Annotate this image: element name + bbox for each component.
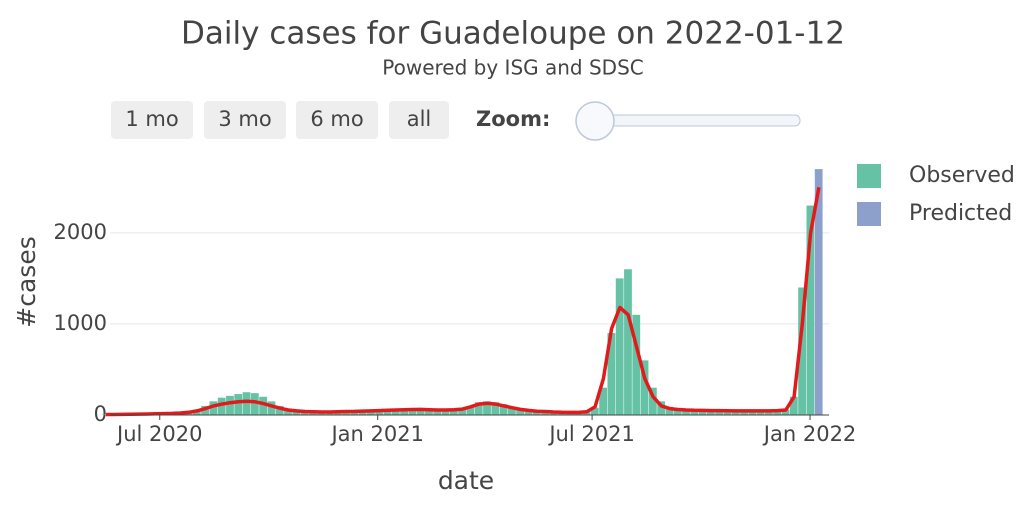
bar <box>773 410 782 415</box>
bar <box>765 410 773 415</box>
bar <box>491 402 500 415</box>
bar <box>806 205 815 415</box>
trend-line <box>105 186 821 417</box>
bar <box>748 410 757 415</box>
bar <box>466 405 475 415</box>
bar <box>416 408 425 415</box>
bar <box>408 409 417 415</box>
legend-label[interactable]: Observed <box>909 163 1015 188</box>
bar <box>698 409 707 415</box>
bar <box>507 406 516 415</box>
bar <box>433 409 442 415</box>
bar <box>458 408 467 415</box>
bar <box>367 410 375 415</box>
x-tick-label: Jan 2022 <box>762 422 857 446</box>
zoom-handle[interactable] <box>575 101 615 141</box>
legend-swatch[interactable] <box>857 164 881 188</box>
chart-title: Daily cases for Guadeloupe on 2022-01-12 <box>181 16 845 52</box>
x-tick-label: Jan 2021 <box>329 422 424 446</box>
bar <box>532 410 541 415</box>
legend-swatch[interactable] <box>857 202 881 226</box>
y-axis-label: #cases <box>12 236 41 327</box>
bar <box>242 392 251 415</box>
range-button-label[interactable]: 6 mo <box>310 107 363 131</box>
bar <box>665 406 674 415</box>
bar <box>789 396 798 415</box>
bar <box>673 408 682 415</box>
bar <box>590 407 599 415</box>
bar <box>682 409 690 415</box>
bar <box>449 409 458 415</box>
bar <box>499 404 508 415</box>
bar <box>715 410 724 415</box>
bar <box>798 287 806 415</box>
bar <box>814 169 823 415</box>
bar <box>441 409 450 415</box>
zoom-label: Zoom: <box>476 107 550 131</box>
y-tick-label: 2000 <box>54 220 107 244</box>
bar <box>425 409 433 415</box>
bar <box>599 387 607 415</box>
bar <box>516 408 525 415</box>
range-button-label[interactable]: all <box>407 107 432 131</box>
bar <box>391 409 400 415</box>
zoom-track[interactable] <box>594 114 801 127</box>
bar <box>657 401 666 415</box>
bar <box>275 405 284 415</box>
range-button-label[interactable]: 3 mo <box>218 107 271 131</box>
bar <box>259 396 268 415</box>
bar <box>375 410 384 415</box>
bar <box>648 387 657 415</box>
bar <box>632 314 641 415</box>
x-axis-label: date <box>438 466 494 495</box>
x-tick-label: Jul 2020 <box>115 422 202 446</box>
bar <box>284 408 292 415</box>
chart-subtitle: Powered by ISG and SDSC <box>382 56 643 80</box>
range-button-label[interactable]: 1 mo <box>125 107 178 131</box>
range-button[interactable] <box>204 101 286 139</box>
range-button[interactable] <box>389 101 449 139</box>
range-button[interactable] <box>296 101 378 139</box>
bar <box>267 401 276 415</box>
bar <box>740 410 748 415</box>
bar <box>640 360 649 415</box>
bar <box>723 410 732 415</box>
bar <box>400 409 408 415</box>
bar <box>250 393 259 415</box>
bar <box>383 409 392 415</box>
y-tick-label: 1000 <box>54 311 107 335</box>
bar <box>226 395 234 415</box>
range-button[interactable] <box>111 101 193 139</box>
bar <box>209 401 218 415</box>
y-tick-label: 0 <box>94 402 107 426</box>
legend-label[interactable]: Predicted <box>909 201 1012 226</box>
bar <box>474 402 483 415</box>
bar <box>756 410 765 415</box>
bar <box>731 410 740 415</box>
x-tick-label: Jul 2021 <box>547 422 634 446</box>
bar <box>690 409 699 415</box>
bar <box>781 409 790 415</box>
bar <box>706 410 715 415</box>
bar <box>234 394 243 415</box>
bar <box>483 401 491 415</box>
bar <box>607 333 616 415</box>
bar <box>624 269 632 415</box>
bar <box>524 409 533 415</box>
bar <box>615 278 624 415</box>
bar <box>217 397 226 415</box>
